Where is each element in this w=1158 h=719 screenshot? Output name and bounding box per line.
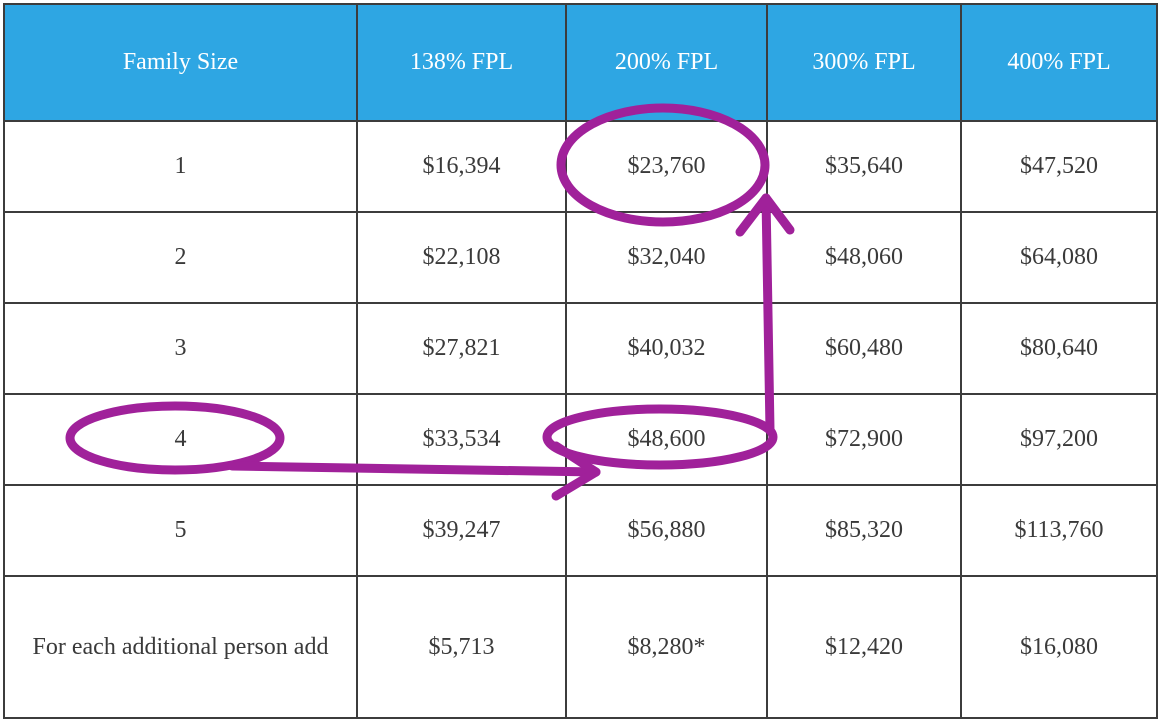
income-cell: $40,032: [565, 302, 768, 395]
table-row: 3 $27,821 $40,032 $60,480 $80,640: [3, 302, 1158, 395]
table-row: 1 $16,394 $23,760 $35,640 $47,520: [3, 120, 1158, 213]
family-size-cell: 5: [3, 484, 358, 577]
table-row-additional-person: For each additional person add $5,713 $8…: [3, 575, 1158, 719]
income-cell: $39,247: [356, 484, 567, 577]
income-cell: $64,080: [960, 211, 1158, 304]
income-cell: $72,900: [766, 393, 962, 486]
income-cell: $56,880: [565, 484, 768, 577]
header-400-fpl: 400% FPL: [960, 3, 1158, 122]
family-size-cell: 3: [3, 302, 358, 395]
income-cell: $48,600: [565, 393, 768, 486]
income-cell: $60,480: [766, 302, 962, 395]
income-cell: $113,760: [960, 484, 1158, 577]
table-row: 4 $33,534 $48,600 $72,900 $97,200: [3, 393, 1158, 486]
income-cell: $35,640: [766, 120, 962, 213]
income-cell: $16,080: [960, 575, 1158, 719]
header-family-size: Family Size: [3, 3, 358, 122]
income-cell: $23,760: [565, 120, 768, 213]
family-size-cell: 1: [3, 120, 358, 213]
header-200-fpl: 200% FPL: [565, 3, 768, 122]
income-cell: $85,320: [766, 484, 962, 577]
table-row: 2 $22,108 $32,040 $48,060 $64,080: [3, 211, 1158, 304]
header-138-fpl: 138% FPL: [356, 3, 567, 122]
income-cell: $48,060: [766, 211, 962, 304]
income-cell: $8,280*: [565, 575, 768, 719]
fpl-income-table: Family Size 138% FPL 200% FPL 300% FPL 4…: [3, 3, 1158, 719]
table-row: 5 $39,247 $56,880 $85,320 $113,760: [3, 484, 1158, 577]
income-cell: $5,713: [356, 575, 567, 719]
family-size-cell: 4: [3, 393, 358, 486]
additional-person-label: For each additional person add: [3, 575, 358, 719]
income-cell: $27,821: [356, 302, 567, 395]
income-cell: $80,640: [960, 302, 1158, 395]
income-cell: $47,520: [960, 120, 1158, 213]
header-row: Family Size 138% FPL 200% FPL 300% FPL 4…: [3, 3, 1158, 122]
income-cell: $22,108: [356, 211, 567, 304]
income-cell: $97,200: [960, 393, 1158, 486]
income-cell: $33,534: [356, 393, 567, 486]
header-300-fpl: 300% FPL: [766, 3, 962, 122]
income-cell: $12,420: [766, 575, 962, 719]
income-cell: $32,040: [565, 211, 768, 304]
income-cell: $16,394: [356, 120, 567, 213]
family-size-cell: 2: [3, 211, 358, 304]
